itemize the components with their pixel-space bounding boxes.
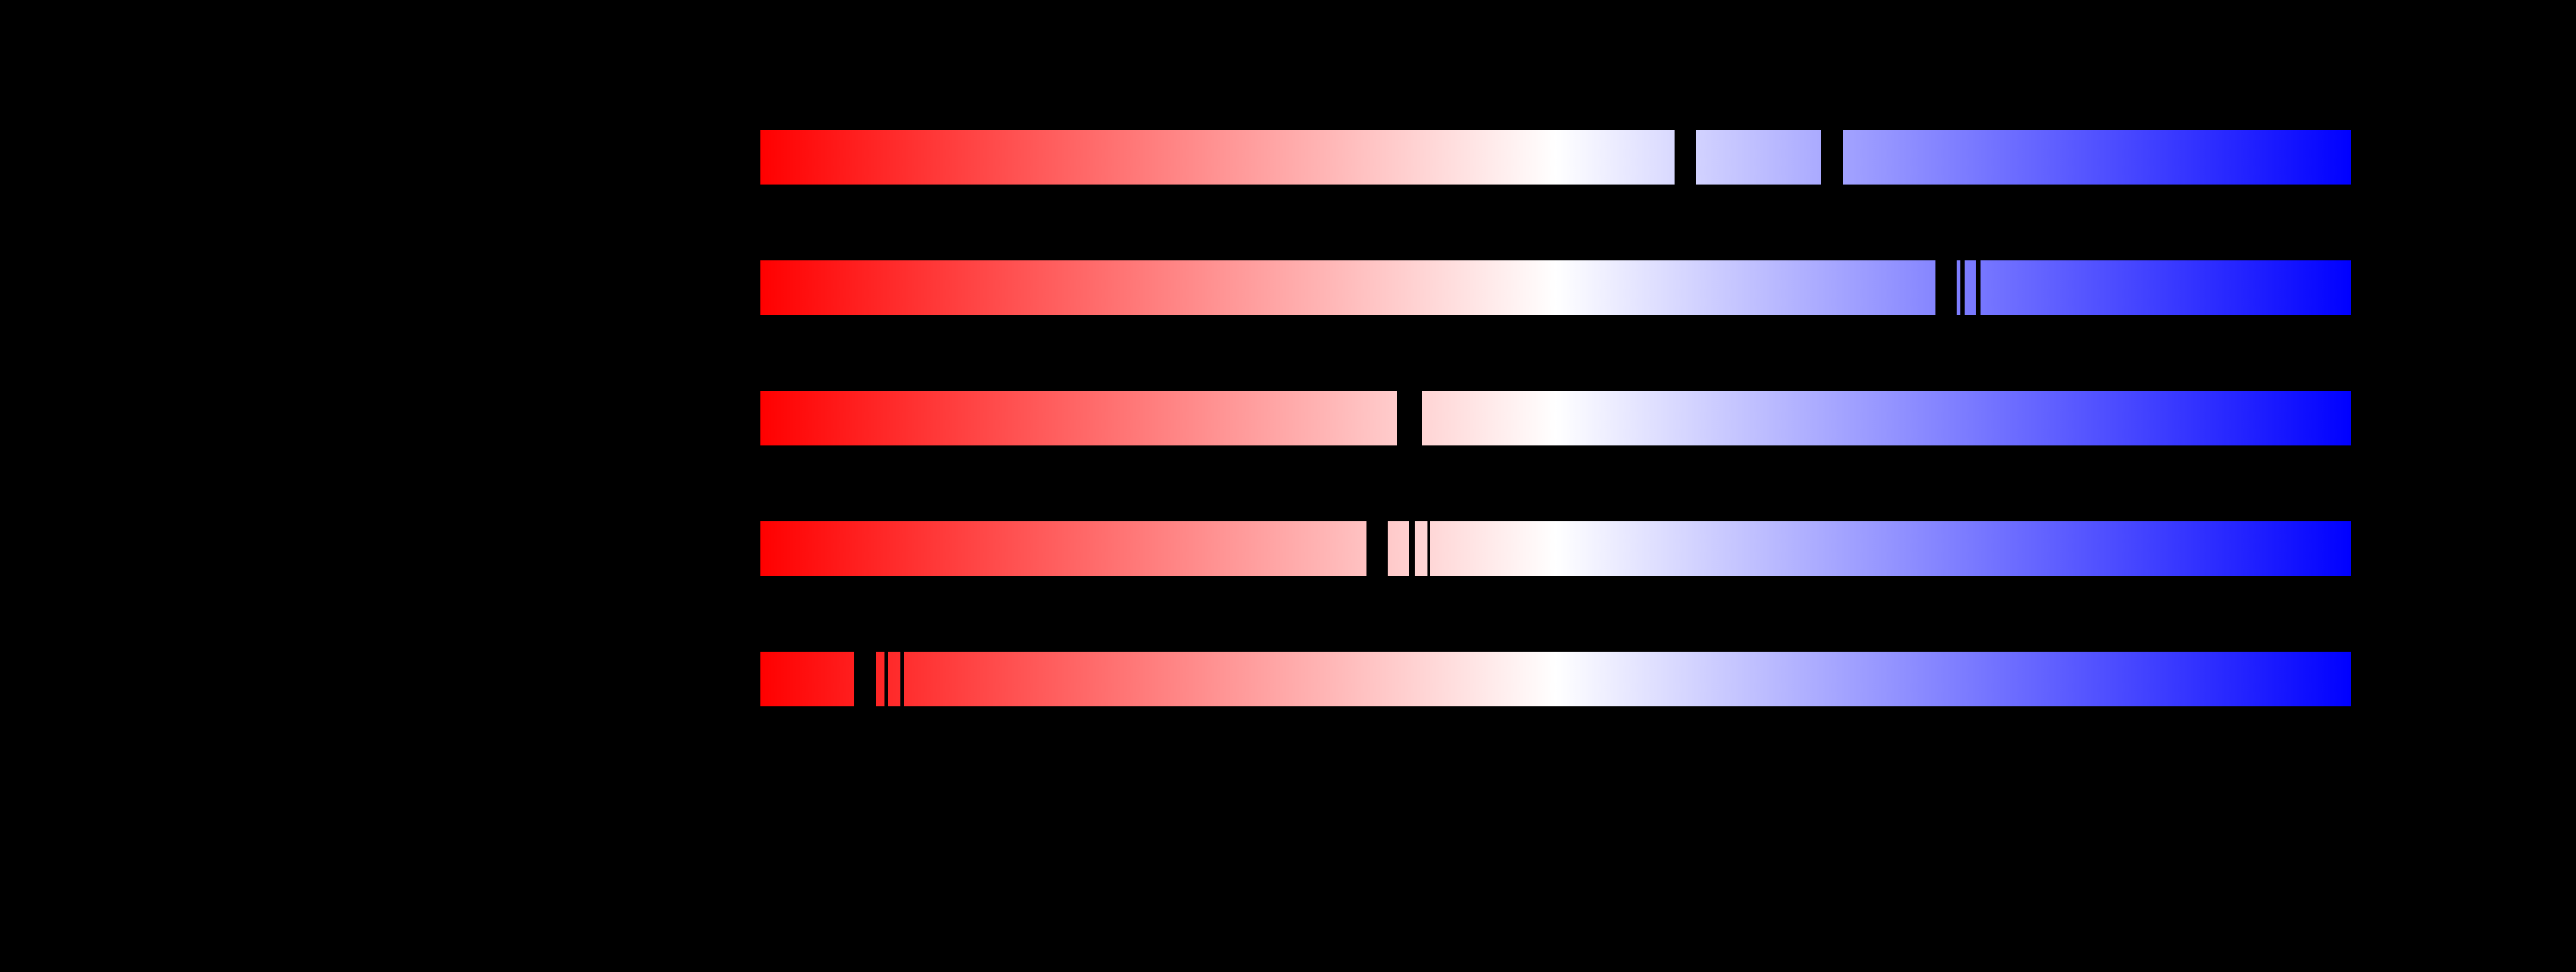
gradient-fill [1422,391,2351,445]
gradient-fill [760,521,1366,576]
colorbar-segment [1965,260,1976,315]
gradient-fill [1430,521,2351,576]
colorbar-segment [760,652,854,706]
colorbar-row [760,130,2351,185]
gradient-fill [1414,521,1427,576]
colorbar-segment [1981,260,2351,315]
gradient-fill [876,652,884,706]
gradient-fill [760,391,1397,445]
colorbar-segment [760,130,1675,185]
gradient-fill [760,652,854,706]
gradient-fill [1981,260,2351,315]
colorbar-row [760,521,2351,576]
gradient-fill [1843,130,2351,185]
colorbar-segment [1414,521,1427,576]
gradient-fill [1965,260,1976,315]
colorbar-segment [1696,130,1821,185]
colorbar-row [760,652,2351,706]
colorbar-segment [1387,521,1409,576]
gradient-fill [760,130,1675,185]
gradient-fill [888,652,900,706]
colorbar-segment [1422,391,2351,445]
colorbar-segment [760,521,1366,576]
gradient-fill [1957,260,1960,315]
colorbar-segment [876,652,884,706]
colorbar-row [760,391,2351,445]
colorbar-row [760,260,2351,315]
colorbar-segment [1430,521,2351,576]
colorbar-segment [888,652,900,706]
gradient-fill [1696,130,1821,185]
gradient-fill [904,652,2351,706]
colorbar-segment [1957,260,1960,315]
colorbar-segment [904,652,2351,706]
colorbar-segment [760,391,1397,445]
gradient-fill [760,260,1935,315]
gradient-fill [1387,521,1409,576]
colorbar-segment [1843,130,2351,185]
colorbar-segment [760,260,1935,315]
